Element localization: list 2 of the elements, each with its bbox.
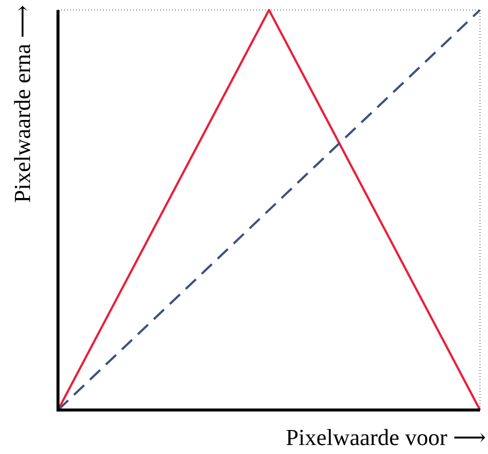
x-axis-title: Pixelwaarde voor ⟶ [286,425,486,450]
y-axis-title: Pixelwaarde erna ⟶ [10,4,35,203]
